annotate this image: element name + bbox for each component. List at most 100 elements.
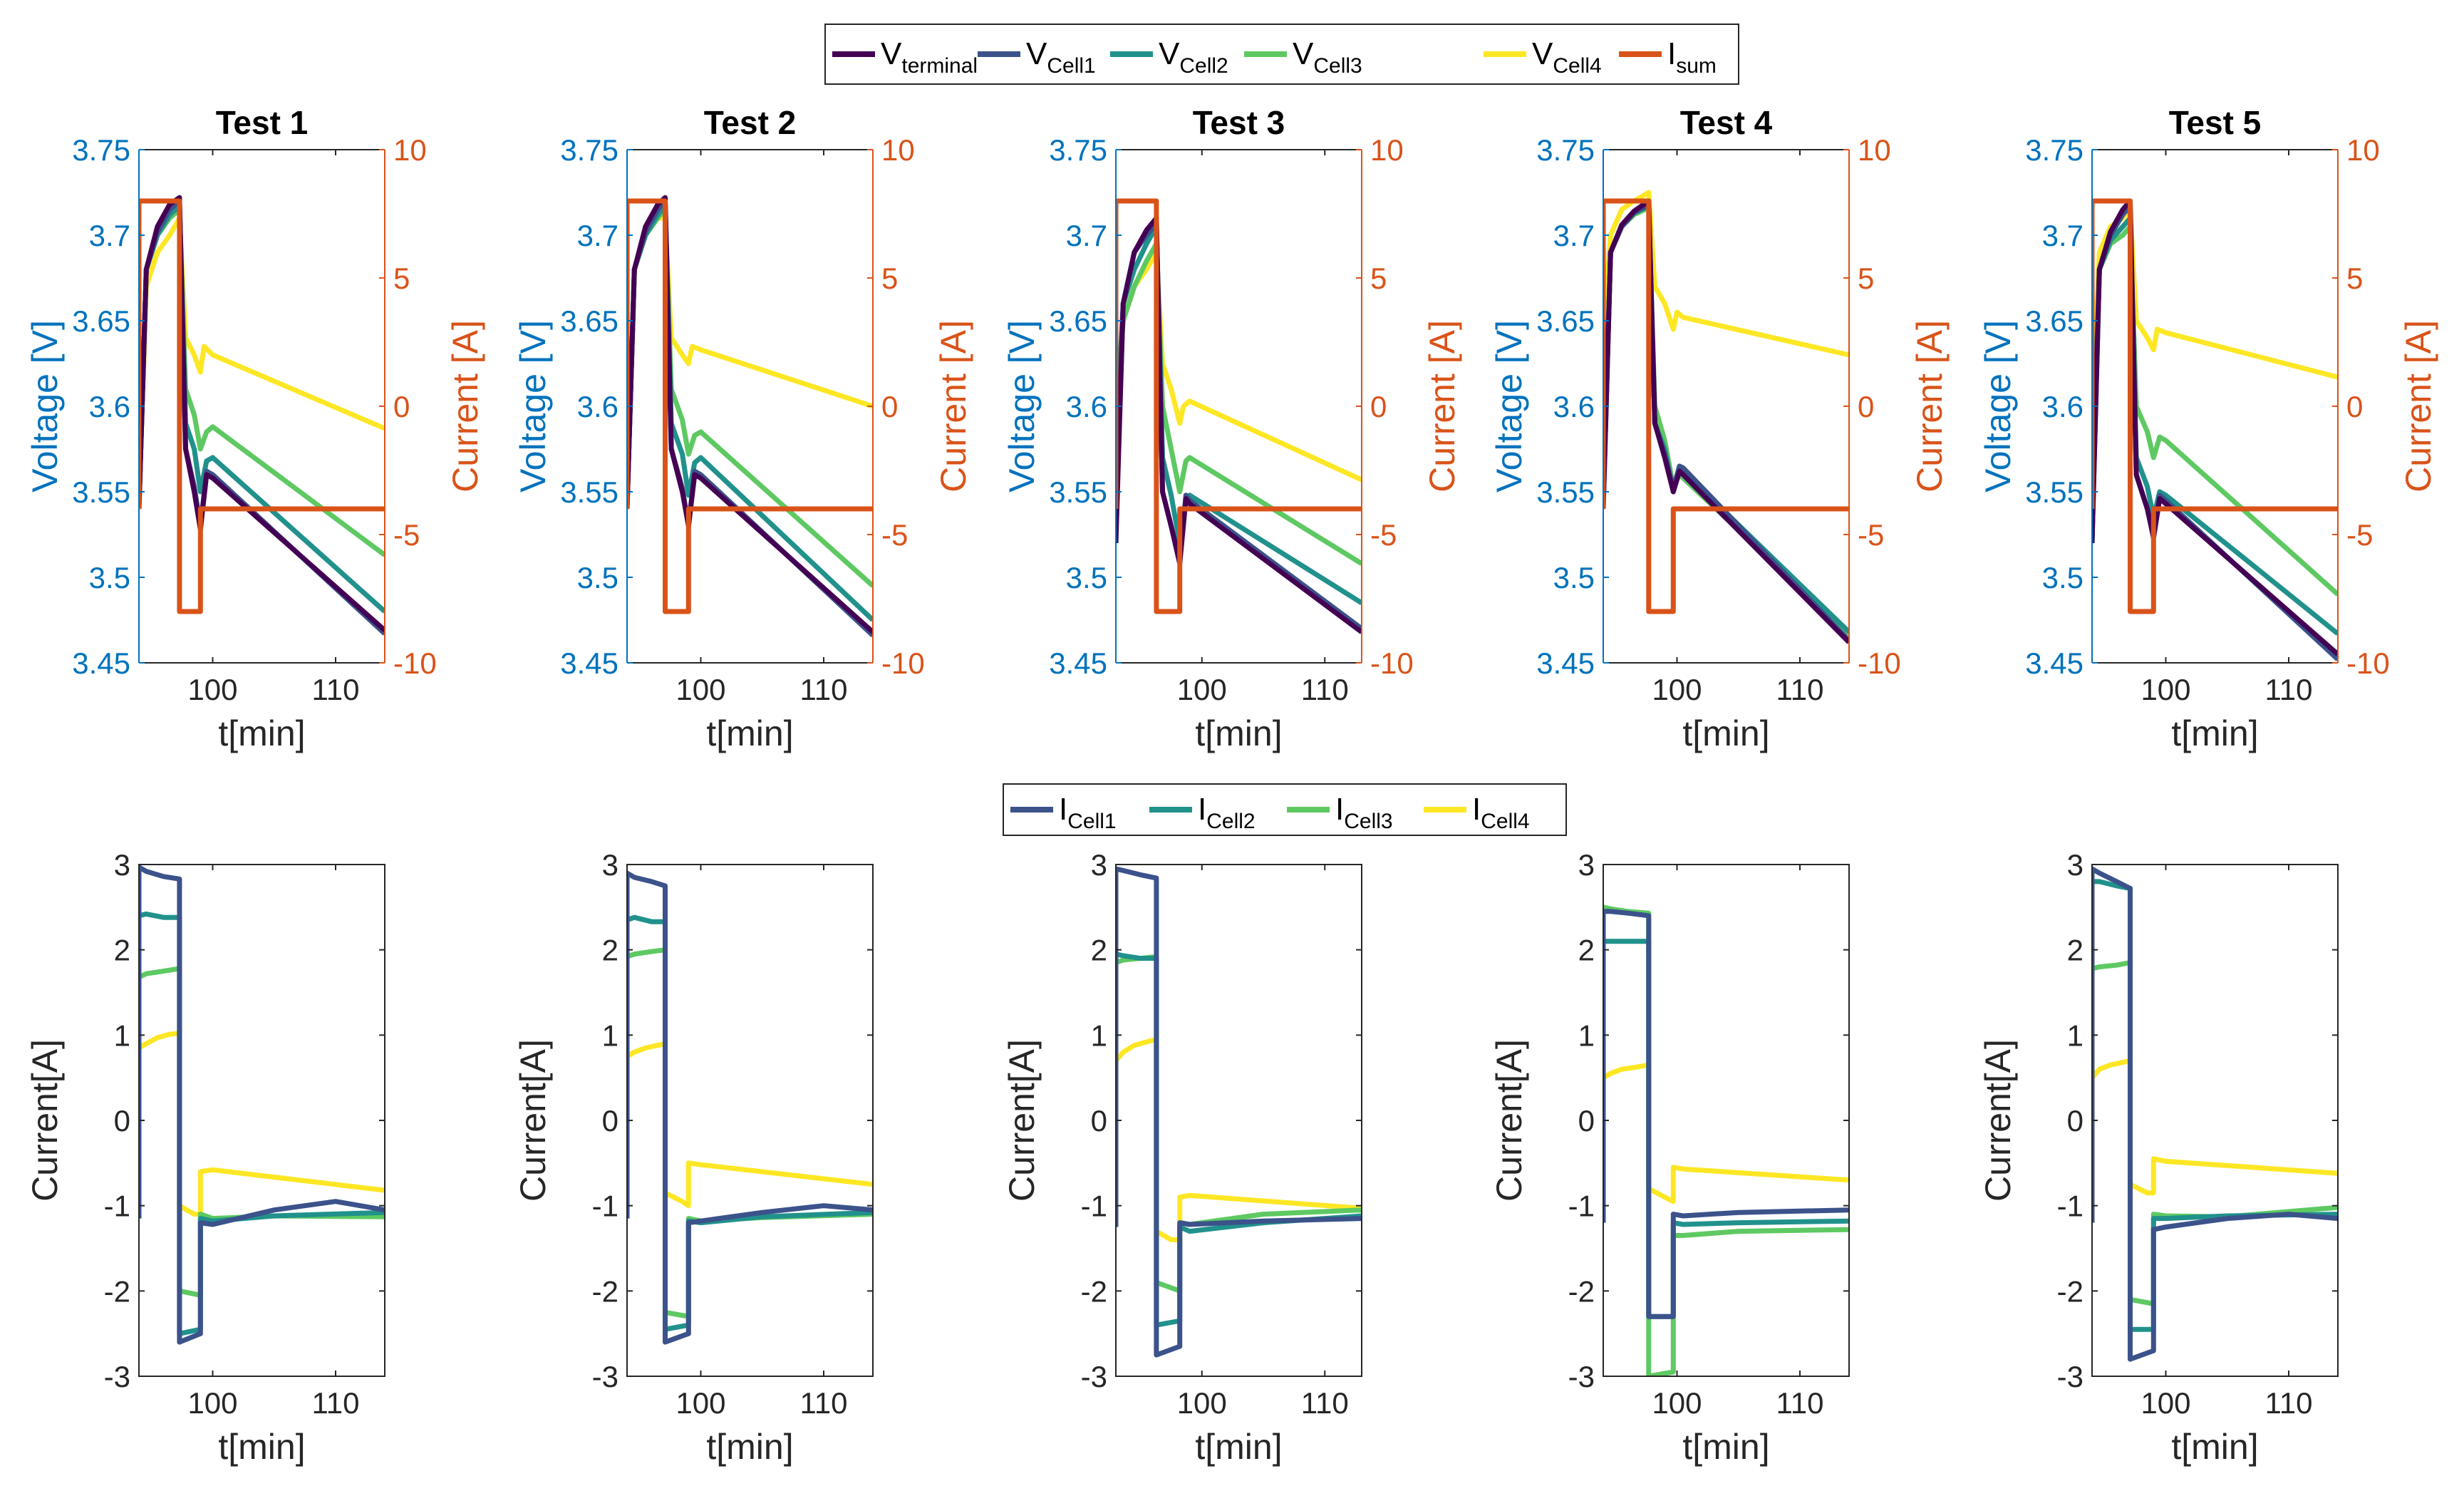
- y-right-tick-label: -10: [1858, 646, 1901, 680]
- y-axis-label: Voltage [V]: [25, 320, 65, 492]
- y-axis-label: Current[A]: [1489, 1039, 1529, 1202]
- series-line-i-cell1: [1116, 866, 1362, 1358]
- x-tick-label: 110: [1776, 673, 1824, 706]
- series-line-v-terminal: [627, 195, 873, 634]
- y-axis-label: Voltage [V]: [1978, 320, 2018, 492]
- y-tick-label: 3.7: [1066, 219, 1107, 252]
- legend-bottom: ICell1 ICell2 ICell3 ICell4: [1003, 783, 1567, 836]
- legend-label-main: I: [1472, 792, 1481, 827]
- legend-box: [1003, 783, 1567, 836]
- x-tick-label: 110: [800, 673, 848, 706]
- y-tick-label: 3.45: [1536, 646, 1595, 680]
- legend-label-sub: Cell2: [1206, 810, 1255, 833]
- panel-current-test-1: 100 110 -3 -2 -1 0 1 2 3 t[min] Current[A]: [25, 848, 385, 1467]
- x-tick-label: 110: [1776, 1386, 1824, 1420]
- y-right-tick-label: 5: [1858, 262, 1874, 295]
- y-tick-label: 3.55: [1049, 475, 1107, 509]
- y-tick-label: 3.75: [1049, 133, 1107, 167]
- legend-label-main: I: [1335, 792, 1344, 827]
- y-right-tick-label: -10: [881, 646, 925, 680]
- series-line-v-terminal: [1116, 215, 1362, 634]
- panel-title: Test 3: [1193, 104, 1285, 141]
- y-tick-label: 3.55: [2025, 475, 2083, 509]
- series-line-i-cell1: [1603, 909, 1849, 1319]
- x-tick-label: 100: [2141, 673, 2190, 706]
- y-tick-label: 1: [2067, 1018, 2083, 1052]
- x-tick-label: 100: [675, 673, 725, 706]
- legend-entry: Isum: [1667, 36, 1717, 78]
- x-tick-label: 100: [187, 1386, 237, 1420]
- legend-entry: ICell1: [1059, 792, 1117, 833]
- y-tick-label: 0: [602, 1104, 618, 1137]
- plot-area: [1116, 865, 1362, 1376]
- y-axis-label-right: Current [A]: [1910, 320, 1950, 492]
- y-tick-label: 1: [1091, 1018, 1107, 1052]
- y-right-tick-label: -10: [393, 646, 437, 680]
- series-line-v-terminal: [1603, 198, 1849, 644]
- y-tick-label: 1: [114, 1018, 130, 1052]
- y-axis-label-right: Current [A]: [2398, 320, 2438, 492]
- legend-label-sub: sum: [1676, 54, 1717, 78]
- y-axis-label-right: Current [A]: [1422, 320, 1462, 492]
- x-axis-label: t[min]: [706, 713, 793, 753]
- series-group: [1603, 904, 1849, 1376]
- y-tick-label: 3.75: [72, 133, 130, 167]
- panel-current-test-4: 100 110 -3 -2 -1 0 1 2 3 t[min] Current[A]: [1489, 848, 1850, 1467]
- y-right-tick-label: -5: [1370, 518, 1397, 552]
- y-tick-label: -1: [1081, 1190, 1107, 1223]
- legend-label-main: V: [1532, 36, 1553, 71]
- y-tick-label: 2: [602, 934, 618, 967]
- panel-title: Test 1: [216, 104, 309, 141]
- y-tick-label: 3.55: [1536, 475, 1595, 509]
- legend-entry: VCell3: [1293, 36, 1362, 78]
- y-right-tick-label: 10: [393, 133, 427, 167]
- y-tick-label: 1: [1578, 1018, 1595, 1052]
- y-tick-label: -2: [104, 1274, 130, 1308]
- y-axis-label-right: Current [A]: [933, 320, 973, 492]
- y-tick-label: -2: [2057, 1274, 2083, 1308]
- y-tick-label: -1: [592, 1190, 618, 1223]
- plot-area: [2092, 865, 2338, 1376]
- y-right-tick-label: -5: [1858, 518, 1884, 552]
- series-line-i-cell1: [2092, 866, 2338, 1362]
- y-tick-label: 0: [1578, 1104, 1595, 1137]
- y-tick-label: -2: [1081, 1274, 1107, 1308]
- plot-area: [1603, 150, 1849, 663]
- panel-current-test-5: 100 110 -3 -2 -1 0 1 2 3 t[min] Current[A]: [1978, 848, 2339, 1467]
- x-tick-label: 110: [1301, 673, 1349, 706]
- y-right-tick-label: 5: [2346, 262, 2363, 295]
- y-tick-label: 0: [114, 1104, 130, 1137]
- panel-current-test-2: 100 110 -3 -2 -1 0 1 2 3 t[min] Current[A]: [513, 848, 874, 1467]
- series-line-i-cell1: [139, 865, 385, 1345]
- y-tick-label: 3.5: [577, 561, 618, 594]
- legend-entry: VCell2: [1159, 36, 1228, 78]
- series-group: [1116, 198, 1362, 634]
- series-group: [627, 195, 873, 638]
- x-tick-label: 100: [1652, 673, 1702, 706]
- y-tick-label: 3: [114, 848, 130, 882]
- legend-label-sub: Cell4: [1481, 810, 1529, 833]
- panel-voltage-test-3: 100 110 3.45 3.5 3.55 3.6 3.65 3.7 3.75 -10 -5 0 5 10…: [1002, 104, 1462, 753]
- y-tick-label: 1: [602, 1018, 618, 1052]
- series-line-v-terminal: [2092, 198, 2338, 656]
- x-tick-label: 100: [1177, 1386, 1227, 1420]
- y-tick-label: -3: [592, 1360, 618, 1393]
- y-tick-label: 3.75: [560, 133, 618, 167]
- y-tick-label: 3.7: [2042, 219, 2083, 252]
- y-right-tick-label: 0: [393, 390, 410, 423]
- legend-label-main: I: [1198, 792, 1206, 827]
- y-tick-label: 3.55: [560, 475, 618, 509]
- x-axis-label: t[min]: [218, 713, 305, 753]
- series-line-i-sum: [139, 198, 385, 614]
- x-tick-label: 100: [2141, 1386, 2190, 1420]
- y-right-tick-label: 10: [881, 133, 915, 167]
- y-tick-label: 0: [1091, 1104, 1107, 1137]
- x-tick-label: 110: [312, 1386, 360, 1420]
- y-axis-label-right: Current [A]: [445, 320, 485, 492]
- y-right-tick-label: 10: [1858, 133, 1891, 167]
- y-tick-label: 3.65: [560, 304, 618, 338]
- y-tick-label: 3: [1578, 848, 1595, 882]
- y-tick-label: 3.6: [577, 390, 618, 423]
- y-right-tick-label: -10: [1370, 646, 1414, 680]
- legend-top: Vterminal VCell1 VCell2 VCell3 VCell4 Isum: [824, 24, 1739, 85]
